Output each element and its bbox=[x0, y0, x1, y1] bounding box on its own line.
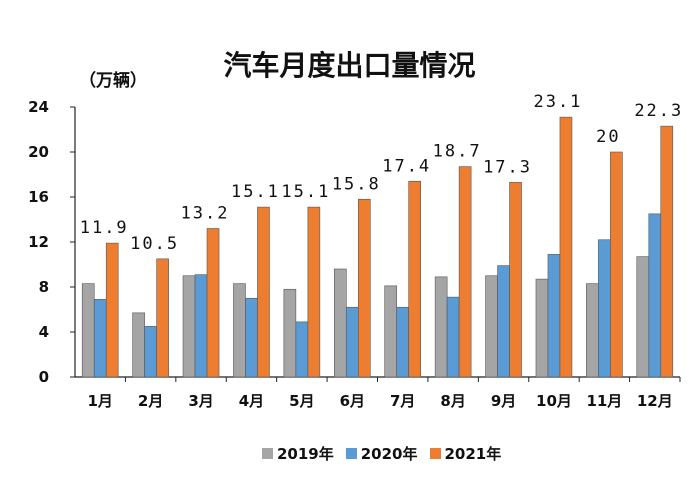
bar-2020年 bbox=[598, 239, 611, 378]
bar-2020年 bbox=[547, 254, 561, 378]
bar-2019年 bbox=[535, 278, 549, 378]
legend-swatch-2019 bbox=[262, 448, 273, 459]
bar-2019年 bbox=[333, 268, 347, 378]
bar-2019年 bbox=[182, 275, 196, 378]
y-tick-label: 0 bbox=[39, 368, 49, 386]
bar-2020年 bbox=[446, 296, 460, 378]
x-tick-label: 1月 bbox=[87, 392, 112, 410]
bar-2021年 bbox=[660, 125, 674, 378]
data-label: 13.2 bbox=[181, 204, 230, 224]
legend-label-2019: 2019年 bbox=[277, 445, 334, 463]
data-label: 20 bbox=[596, 127, 620, 147]
bar-2019年 bbox=[132, 312, 145, 378]
x-tick-label: 2月 bbox=[138, 392, 163, 410]
y-tick-label: 16 bbox=[28, 188, 49, 206]
bar-2020年 bbox=[93, 299, 107, 378]
data-label: 15.1 bbox=[231, 182, 280, 202]
legend-item-2020: 2020年 bbox=[345, 443, 418, 464]
x-tick-label: 10月 bbox=[536, 392, 572, 410]
bar-2021年 bbox=[206, 228, 220, 378]
legend-swatch-2021 bbox=[429, 448, 441, 459]
bar-2019年 bbox=[233, 283, 246, 378]
bar-2021年 bbox=[610, 151, 623, 378]
x-tick-label: 4月 bbox=[239, 392, 264, 410]
bar-2021年 bbox=[257, 206, 270, 378]
x-tick-label: 3月 bbox=[188, 392, 213, 410]
bar-2019年 bbox=[283, 288, 297, 378]
bar-2021年 bbox=[458, 166, 472, 378]
data-label: 23.1 bbox=[533, 92, 582, 112]
legend-label-2021: 2021年 bbox=[444, 445, 502, 463]
y-tick-label: 12 bbox=[28, 233, 49, 251]
bar-2021年 bbox=[509, 182, 522, 378]
x-tick-label: 8月 bbox=[440, 392, 465, 410]
bar-2019年 bbox=[586, 283, 599, 378]
bar-2021年 bbox=[559, 116, 573, 378]
y-tick-label: 24 bbox=[28, 98, 49, 116]
legend-swatch-2020 bbox=[345, 448, 357, 459]
data-label: 18.7 bbox=[433, 142, 482, 162]
bar-2020年 bbox=[144, 326, 157, 378]
data-label: 17.4 bbox=[382, 156, 431, 176]
data-label: 22.3 bbox=[634, 101, 683, 121]
legend-label-2020: 2020年 bbox=[360, 445, 418, 463]
bar-2021年 bbox=[357, 198, 371, 378]
data-label: 15.8 bbox=[332, 174, 381, 194]
x-tick-label: 6月 bbox=[340, 392, 365, 410]
x-tick-label: 9月 bbox=[491, 392, 516, 410]
bar-2019年 bbox=[636, 256, 650, 378]
y-tick-label: 4 bbox=[39, 323, 49, 341]
x-tick-label: 11月 bbox=[586, 392, 622, 410]
bar-2019年 bbox=[434, 276, 448, 378]
bar-2020年 bbox=[648, 213, 662, 378]
data-label: 11.9 bbox=[80, 218, 129, 238]
x-tick-label: 12月 bbox=[637, 392, 673, 410]
bar-2021年 bbox=[156, 258, 169, 378]
y-axis-unit-label: （万辆） bbox=[79, 71, 147, 91]
bar-2020年 bbox=[245, 297, 258, 378]
legend: 2019年 2020年 2021年 bbox=[262, 443, 513, 464]
x-tick-label: 7月 bbox=[390, 392, 415, 410]
bar-2021年 bbox=[408, 180, 422, 378]
bar-2019年 bbox=[384, 285, 398, 378]
bar-2021年 bbox=[105, 242, 119, 378]
bar-2020年 bbox=[497, 265, 510, 378]
bar-2020年 bbox=[295, 321, 309, 378]
data-label: 17.3 bbox=[483, 157, 532, 177]
bar-2019年 bbox=[81, 283, 95, 378]
y-tick-label: 8 bbox=[39, 278, 49, 296]
legend-item-2021: 2021年 bbox=[429, 443, 502, 464]
data-label: 10.5 bbox=[130, 234, 179, 254]
bar-2021年 bbox=[307, 206, 321, 378]
x-tick-label: 5月 bbox=[289, 392, 314, 410]
data-label: 15.1 bbox=[281, 182, 330, 202]
chart-title: 汽车月度出口量情况 bbox=[223, 49, 476, 82]
bar-2020年 bbox=[396, 306, 410, 378]
bar-2020年 bbox=[194, 274, 208, 378]
bar-2020年 bbox=[345, 306, 359, 378]
legend-item-2019: 2019年 bbox=[262, 443, 334, 464]
y-tick-label: 20 bbox=[28, 143, 49, 161]
bar-2019年 bbox=[485, 275, 498, 378]
